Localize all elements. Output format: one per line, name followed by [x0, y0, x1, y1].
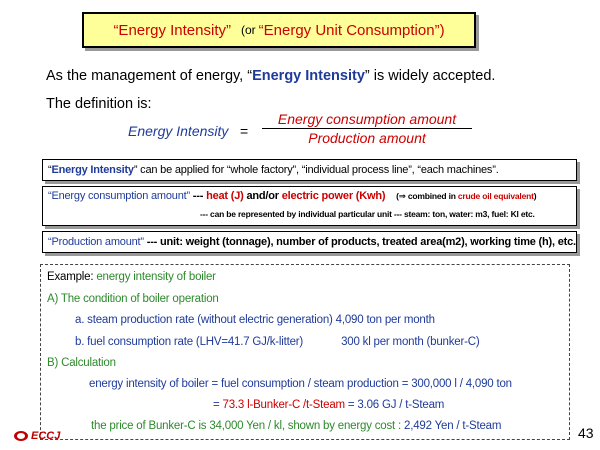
- eccj-logo: ECCJ: [14, 430, 60, 442]
- price-text: the price of Bunker-C is 34,000 Yen / kl…: [91, 420, 405, 432]
- intro-text: As the management of energy, “: [46, 68, 253, 84]
- consumption-box: “Energy consumption amount” --- heat (J)…: [42, 186, 577, 226]
- intro-text-end: ” is widely accepted.: [364, 68, 496, 84]
- box2-heat: heat (J): [206, 190, 244, 202]
- box2-line-2: --- can be represented by individual par…: [200, 209, 535, 219]
- calc2-eq2: =: [344, 399, 358, 411]
- applicability-box: “Energy Intensity” can be applied for “w…: [42, 159, 577, 181]
- calc-line-1: energy intensity of boiler = fuel consum…: [89, 378, 512, 390]
- box2-note-pre: (⇒ combined in: [396, 191, 458, 201]
- slide-title: “Energy Intensity” (or “Energy Unit Cons…: [82, 12, 476, 48]
- intro-term: Energy Intensity: [252, 68, 365, 84]
- intro-line-1: As the management of energy, “Energy Int…: [46, 68, 495, 84]
- production-box: “Production amount” --- unit: weight (to…: [42, 231, 577, 253]
- title-paren: (or: [240, 23, 256, 37]
- example-title: Example: energy intensity of boiler: [47, 271, 216, 283]
- box2-term: “Energy consumption amount”: [48, 190, 190, 202]
- formula-equals: =: [240, 123, 249, 139]
- section-b-heading: B) Calculation: [47, 357, 116, 369]
- box3-term: “Production amount”: [48, 236, 144, 248]
- calc2-eq1: =: [213, 399, 223, 411]
- formula-denominator: Production amount: [308, 130, 426, 146]
- item-b-pre: b. fuel consumption rate (LHV=41.7 GJ/k-…: [75, 336, 304, 348]
- box1-term: Energy Intensity: [51, 164, 134, 176]
- title-main: “Energy Intensity”: [113, 21, 231, 39]
- eccj-logo-text: ECCJ: [31, 430, 61, 442]
- formula-lhs: Energy Intensity: [128, 123, 229, 139]
- eccj-logo-icon: [14, 431, 28, 441]
- box2-note: (⇒ combined in crude oil equivalent): [396, 191, 536, 201]
- price-value: 2,492 Yen / t-Steam: [404, 420, 502, 432]
- item-b-post: 300 kl per month (bunker-C): [341, 336, 480, 348]
- item-b: b. fuel consumption rate (LHV=41.7 GJ/k-…: [75, 336, 480, 348]
- box3-text: --- unit: weight (tonnage), number of pr…: [143, 236, 576, 248]
- formula-numerator: Energy consumption amount: [277, 111, 457, 127]
- box1-text: ” can be applied for “whole factory”, “i…: [133, 164, 499, 176]
- section-a-heading: A) The condition of boiler operation: [47, 293, 219, 305]
- box2-andor: and/or: [243, 190, 282, 202]
- box2-elec: electric power (Kwh): [281, 190, 386, 202]
- item-a: a. steam production rate (without electr…: [75, 314, 435, 326]
- calc-line-2: = 73.3 l-Bunker-C /t-Steam = 3.06 GJ / t…: [213, 399, 444, 411]
- box2-dash: ---: [189, 190, 207, 202]
- price-line: the price of Bunker-C is 34,000 Yen / kl…: [91, 420, 501, 432]
- intro-line-2: The definition is:: [46, 96, 152, 112]
- fraction-bar: [262, 128, 472, 129]
- example-title-pre: Example:: [47, 271, 97, 283]
- title-alt: “Energy Unit Consumption”): [258, 21, 445, 39]
- example-title-green: energy intensity of boiler: [96, 271, 216, 283]
- calc2-value-1: 73.3 l-Bunker-C /t-Steam: [222, 399, 346, 411]
- example-box: Example: energy intensity of boiler A) T…: [40, 264, 570, 440]
- box2-note-red: crude oil equivalent: [457, 191, 534, 201]
- page-number: 43: [578, 425, 594, 441]
- box2-note-post: ): [533, 191, 537, 201]
- calc2-value-2: 3.06 GJ / t-Steam: [357, 399, 445, 411]
- box2-line-1: “Energy consumption amount” --- heat (J)…: [48, 187, 576, 206]
- box1-quote: “: [48, 164, 52, 176]
